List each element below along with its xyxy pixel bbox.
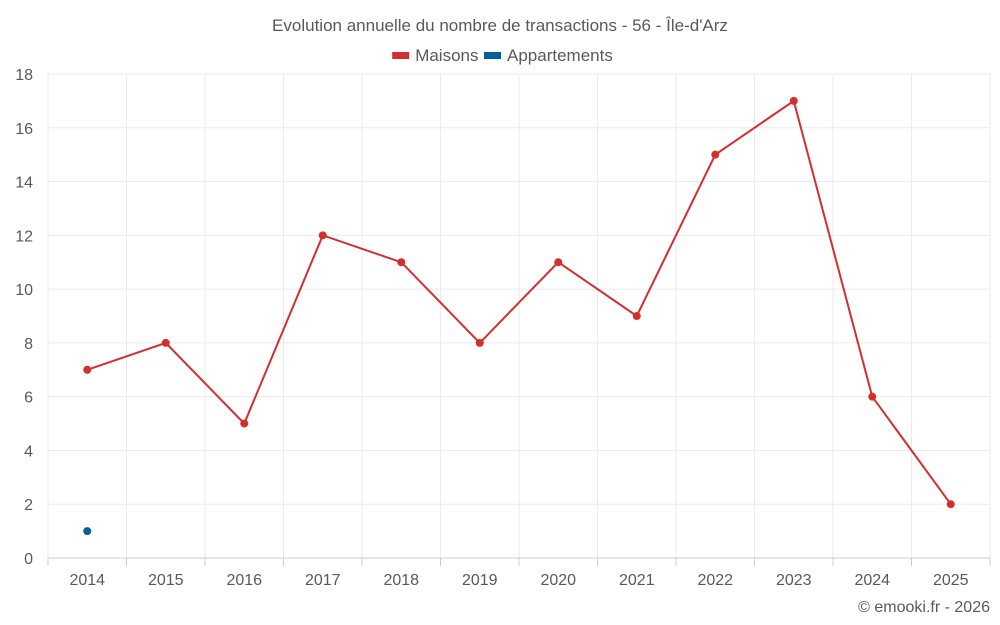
y-tick-label: 2 <box>24 497 33 514</box>
data-point-maisons[interactable] <box>161 338 170 347</box>
y-tick-label: 8 <box>24 336 33 353</box>
legend-item-appartements[interactable]: Appartements <box>484 46 613 65</box>
legend[interactable]: Maisons Appartements <box>392 46 613 65</box>
x-tick-label: 2022 <box>697 572 733 589</box>
x-tick-label: 2021 <box>619 572 655 589</box>
x-tick-label: 2023 <box>776 572 812 589</box>
legend-swatch <box>484 52 501 59</box>
x-tick-label: 2014 <box>69 572 105 589</box>
grid <box>47 73 991 559</box>
x-tick-label: 2025 <box>933 572 969 589</box>
y-tick-label: 14 <box>15 175 33 192</box>
credit-text: © emooki.fr - 2026 <box>858 599 990 616</box>
data-point-maisons[interactable] <box>83 365 92 374</box>
y-tick-label: 16 <box>15 121 33 138</box>
x-tick-label: 2024 <box>854 572 890 589</box>
data-point-maisons[interactable] <box>318 231 327 240</box>
data-point-maisons[interactable] <box>240 419 249 428</box>
axes: 0 2 4 6 8 10 12 14 16 18 2014 2015 2016 2017 2018 2019 2… <box>15 67 991 589</box>
chart-title: Evolution annuelle du nombre de transact… <box>272 16 728 35</box>
legend-item-maisons[interactable]: Maisons <box>392 46 479 65</box>
x-tick-label: 2020 <box>540 572 576 589</box>
y-tick-label: 6 <box>24 390 33 407</box>
y-tick-label: 18 <box>15 67 33 84</box>
data-point-appartements[interactable] <box>83 527 92 536</box>
data-point-maisons[interactable] <box>397 258 406 267</box>
x-tick-label: 2015 <box>148 572 184 589</box>
y-tick-label: 4 <box>24 443 33 460</box>
x-tick-label: 2016 <box>226 572 262 589</box>
series-layer <box>83 96 955 536</box>
x-tick-label: 2019 <box>462 572 498 589</box>
data-point-maisons[interactable] <box>868 392 877 401</box>
data-point-maisons[interactable] <box>554 258 563 267</box>
data-point-maisons[interactable] <box>711 150 720 159</box>
x-tick-label: 2018 <box>383 572 419 589</box>
data-point-maisons[interactable] <box>475 338 484 347</box>
series-line-maisons <box>86 99 952 505</box>
legend-swatch <box>392 52 410 59</box>
legend-label: Appartements <box>507 46 613 65</box>
x-tick-label: 2017 <box>305 572 341 589</box>
y-tick-label: 0 <box>24 551 33 568</box>
data-point-maisons[interactable] <box>632 312 641 320</box>
y-tick-label: 12 <box>15 228 33 245</box>
data-point-maisons[interactable] <box>789 96 798 105</box>
data-point-maisons[interactable] <box>946 500 955 509</box>
y-tick-label: 10 <box>15 282 33 299</box>
legend-label: Maisons <box>415 46 478 65</box>
